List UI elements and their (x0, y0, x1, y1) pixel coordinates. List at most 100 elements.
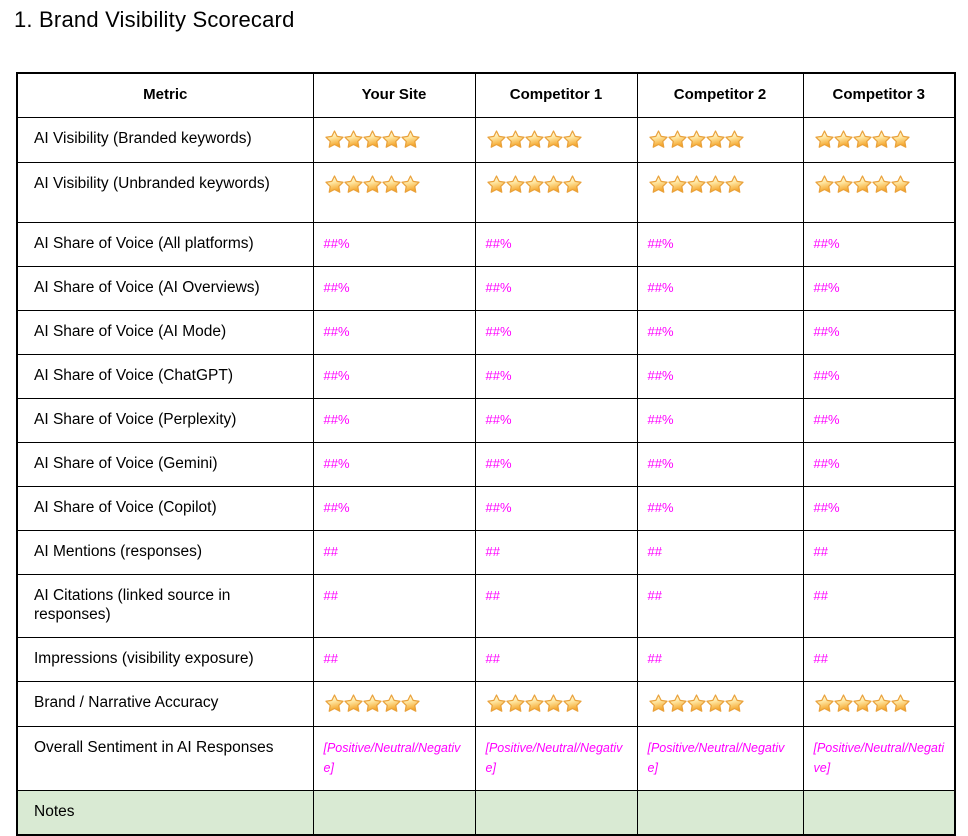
value-cell[interactable]: ## (802, 529, 956, 575)
value-placeholder: ##% (323, 367, 350, 383)
value-cell[interactable]: ## (312, 636, 476, 682)
value-cell[interactable]: ##% (802, 265, 956, 311)
metric-cell[interactable]: Notes (16, 789, 314, 836)
value-cell[interactable]: ##% (636, 265, 804, 311)
star-icon (871, 175, 891, 193)
metric-cell[interactable]: AI Visibility (Branded keywords) (16, 116, 314, 163)
star-icon (686, 175, 706, 193)
value-placeholder: ##% (813, 323, 840, 339)
star-rating-cell[interactable] (312, 116, 476, 163)
table-row: AI Share of Voice (Perplexity) ##% ##% ##% #… (16, 397, 956, 443)
value-cell[interactable]: ##% (636, 485, 804, 531)
star-rating-cell[interactable] (802, 116, 956, 163)
value-cell[interactable]: ## (474, 636, 638, 682)
value-cell[interactable]: ## (474, 573, 638, 638)
value-cell[interactable]: ## (636, 529, 804, 575)
column-header-metric[interactable]: Metric (16, 72, 314, 118)
metric-cell[interactable]: Overall Sentiment in AI Responses (16, 725, 314, 791)
star-rating-cell[interactable] (474, 116, 638, 163)
metric-cell[interactable]: Impressions (visibility exposure) (16, 636, 314, 682)
value-cell[interactable]: ##% (802, 353, 956, 399)
star-icon (686, 693, 706, 712)
star-rating-cell[interactable] (312, 680, 476, 727)
metric-cell[interactable]: AI Visibility (Unbranded keywords) (16, 161, 314, 223)
sentiment-cell[interactable]: [Positive/Neutral/Negative] (636, 725, 804, 791)
value-cell[interactable]: ## (474, 529, 638, 575)
value-cell[interactable]: ##% (312, 309, 476, 355)
value-cell[interactable]: ##% (474, 221, 638, 267)
metric-cell[interactable]: AI Share of Voice (Copilot) (16, 485, 314, 531)
star-rating (324, 693, 420, 712)
metric-cell[interactable]: AI Share of Voice (AI Overviews) (16, 265, 314, 311)
column-header-competitor-2[interactable]: Competitor 2 (636, 72, 804, 118)
value-placeholder: ##% (485, 279, 512, 295)
sentiment-cell[interactable]: [Positive/Neutral/Negative] (474, 725, 638, 791)
sentiment-cell[interactable]: [Positive/Neutral/Negative] (312, 725, 476, 791)
metric-cell[interactable]: Brand / Narrative Accuracy (16, 680, 314, 727)
star-rating-cell[interactable] (312, 161, 476, 223)
value-cell[interactable]: ##% (474, 397, 638, 443)
notes-cell[interactable] (312, 789, 476, 836)
value-cell[interactable]: ##% (802, 221, 956, 267)
value-cell[interactable]: ##% (636, 221, 804, 267)
value-placeholder: ##% (813, 411, 840, 427)
star-rating-cell[interactable] (474, 680, 638, 727)
value-placeholder: ## (485, 543, 500, 559)
value-cell[interactable]: ##% (312, 485, 476, 531)
sentiment-cell[interactable]: [Positive/Neutral/Negative] (802, 725, 956, 791)
star-rating-cell[interactable] (474, 161, 638, 223)
notes-cell[interactable] (474, 789, 638, 836)
value-cell[interactable]: ## (312, 573, 476, 638)
value-cell[interactable]: ## (312, 529, 476, 575)
value-cell[interactable]: ##% (312, 441, 476, 487)
value-cell[interactable]: ##% (802, 441, 956, 487)
star-rating-cell[interactable] (802, 680, 956, 727)
value-placeholder: ##% (813, 499, 840, 515)
metric-cell[interactable]: AI Share of Voice (ChatGPT) (16, 353, 314, 399)
metric-cell[interactable]: AI Share of Voice (Gemini) (16, 441, 314, 487)
value-cell[interactable]: ## (802, 573, 956, 638)
star-rating-cell[interactable] (636, 161, 804, 223)
notes-cell[interactable] (802, 789, 956, 836)
star-icon (486, 693, 506, 712)
column-header-competitor-1[interactable]: Competitor 1 (474, 72, 638, 118)
metric-cell[interactable]: AI Share of Voice (Perplexity) (16, 397, 314, 443)
metric-cell[interactable]: AI Citations (linked source in responses… (16, 573, 314, 638)
star-rating-cell[interactable] (636, 116, 804, 163)
page-title[interactable]: 1. Brand Visibility Scorecard (14, 7, 295, 32)
value-placeholder: ## (485, 650, 500, 666)
value-cell[interactable]: ##% (802, 309, 956, 355)
table-row: AI Share of Voice (AI Mode) ##% ##% ##% ##% (16, 309, 956, 355)
value-cell[interactable]: ##% (474, 309, 638, 355)
value-cell[interactable]: ##% (312, 221, 476, 267)
metric-cell[interactable]: AI Share of Voice (AI Mode) (16, 309, 314, 355)
metric-cell[interactable]: AI Share of Voice (All platforms) (16, 221, 314, 267)
star-rating-cell[interactable] (802, 161, 956, 223)
metric-cell[interactable]: AI Mentions (responses) (16, 529, 314, 575)
value-cell[interactable]: ##% (636, 353, 804, 399)
value-cell[interactable]: ##% (312, 265, 476, 311)
value-placeholder: ##% (485, 411, 512, 427)
table-row: AI Citations (linked source in responses… (16, 573, 956, 638)
value-cell[interactable]: ## (636, 573, 804, 638)
value-cell[interactable]: ## (802, 636, 956, 682)
value-cell[interactable]: ##% (636, 441, 804, 487)
value-cell[interactable]: ##% (474, 485, 638, 531)
value-cell[interactable]: ##% (802, 485, 956, 531)
value-cell[interactable]: ##% (312, 397, 476, 443)
star-icon (724, 130, 744, 148)
column-header-competitor-3[interactable]: Competitor 3 (802, 72, 956, 118)
star-rating-cell[interactable] (636, 680, 804, 727)
star-icon (543, 175, 563, 193)
value-cell[interactable]: ##% (312, 353, 476, 399)
notes-cell[interactable] (636, 789, 804, 836)
sentiment-placeholder: [Positive/Neutral/Negative] (485, 740, 623, 775)
value-cell[interactable]: ##% (636, 309, 804, 355)
value-cell[interactable]: ##% (636, 397, 804, 443)
value-cell[interactable]: ##% (802, 397, 956, 443)
value-cell[interactable]: ##% (474, 353, 638, 399)
value-cell[interactable]: ##% (474, 265, 638, 311)
value-cell[interactable]: ##% (474, 441, 638, 487)
value-cell[interactable]: ## (636, 636, 804, 682)
column-header-your-site[interactable]: Your Site (312, 72, 476, 118)
